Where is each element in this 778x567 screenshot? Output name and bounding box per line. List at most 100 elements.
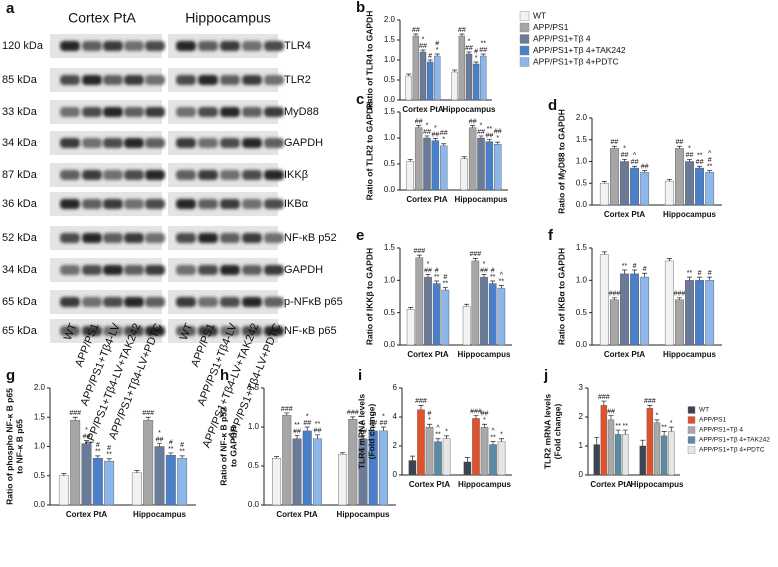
significance-mark: ** xyxy=(622,263,628,270)
bar xyxy=(471,260,480,346)
significance-mark: ### xyxy=(674,291,686,298)
error-bar xyxy=(370,426,376,431)
significance-mark: * xyxy=(442,137,445,144)
error-bar xyxy=(145,416,151,421)
blot-band xyxy=(220,326,240,336)
significance-mark: * xyxy=(483,261,486,268)
blot-band xyxy=(124,170,144,180)
significance-mark: ## xyxy=(314,428,322,435)
y-tick-label: 0 xyxy=(579,470,584,479)
significance-mark: ## xyxy=(641,163,649,170)
y-axis-label: Ratio of MyD88 to GAPDH xyxy=(556,109,566,214)
blot-band xyxy=(82,138,102,148)
error-bar xyxy=(472,257,478,261)
significance-mark: # xyxy=(708,270,712,277)
bar xyxy=(497,287,506,346)
y-axis-label: Ratio of TLR2 to GAPDH xyxy=(364,102,374,201)
significance-mark: ## xyxy=(412,27,420,34)
x-tick-label: Cortex PtA xyxy=(590,480,632,489)
y-tick-label: 0.5 xyxy=(248,461,260,470)
blot-band xyxy=(103,326,123,336)
blot-band xyxy=(220,170,240,180)
region-header: Hippocampus xyxy=(185,10,271,26)
x-tick-label: Hippocampus xyxy=(133,510,186,519)
blot-band xyxy=(176,41,196,51)
blot-band xyxy=(220,233,240,243)
blot-band xyxy=(242,138,262,148)
blot-band xyxy=(60,41,80,51)
x-tick-label: Cortex PtA xyxy=(276,510,318,519)
bar xyxy=(646,408,654,476)
blot-band xyxy=(145,170,165,180)
error-bar xyxy=(427,423,432,428)
bar xyxy=(406,161,414,191)
error-bar xyxy=(294,435,300,439)
significance-mark: # xyxy=(107,445,111,452)
protein-label: GAPDH xyxy=(284,137,323,149)
x-tick-label: Hippocampus xyxy=(663,350,716,359)
significance-mark: ** xyxy=(168,446,174,453)
panel-letter: j xyxy=(543,367,548,384)
bar xyxy=(685,161,694,206)
error-bar xyxy=(340,452,346,455)
blot-band xyxy=(103,170,123,180)
error-bar xyxy=(676,297,682,300)
y-tick-label: 1.5 xyxy=(34,412,46,421)
significance-mark: ** xyxy=(499,278,505,285)
bar xyxy=(620,273,629,346)
significance-mark: ** xyxy=(443,280,449,287)
protein-label: p-NFκB p65 xyxy=(284,296,343,308)
significance-mark: # xyxy=(474,48,478,55)
bar xyxy=(480,55,487,101)
bar xyxy=(630,273,639,346)
y-axis-label: TLR2 mRNA levels xyxy=(542,394,552,470)
significance-mark: ** xyxy=(315,421,321,428)
error-bar xyxy=(427,59,433,62)
significance-mark: ### xyxy=(609,291,621,298)
error-bar xyxy=(84,440,89,444)
bar xyxy=(302,430,312,506)
y-tick-label: 1.5 xyxy=(248,383,260,392)
blot-band xyxy=(82,75,102,85)
error-bar xyxy=(490,441,496,445)
error-bar xyxy=(459,33,465,36)
blot-band xyxy=(60,138,80,148)
error-bar xyxy=(435,438,441,442)
legend-swatch xyxy=(687,436,696,444)
bar xyxy=(620,161,629,206)
blot-band xyxy=(60,233,80,243)
error-bar xyxy=(480,53,486,56)
bar xyxy=(463,461,472,476)
significance-mark: # xyxy=(491,267,495,274)
significance-mark: ## xyxy=(611,139,619,146)
bar xyxy=(415,257,424,346)
significance-mark: # xyxy=(698,270,702,277)
error-bar xyxy=(408,307,414,310)
bar xyxy=(593,444,600,476)
error-bar xyxy=(697,276,703,281)
protein-label: NF-κB p65 xyxy=(284,325,337,337)
blot-band xyxy=(103,233,123,243)
bar xyxy=(425,426,434,476)
bar xyxy=(685,280,694,346)
bar xyxy=(423,137,431,191)
bar xyxy=(480,276,488,346)
x-tick-label: Hippocampus xyxy=(458,350,511,359)
x-tick-label: Hippocampus xyxy=(337,510,390,519)
y-tick-label: 1.5 xyxy=(384,35,396,44)
legend-label: APP/PS1+Tβ 4 xyxy=(533,33,591,43)
y-tick-label: 0.5 xyxy=(384,308,396,317)
blot-band xyxy=(103,107,123,117)
panel-letter: c xyxy=(356,91,364,108)
y-axis-label: Ratio of IKKβ to GAPDH xyxy=(364,248,374,345)
y-tick-label: 2 xyxy=(579,412,584,421)
y-tick-label: 2.0 xyxy=(384,15,396,24)
bar xyxy=(497,441,506,476)
significance-mark: ### xyxy=(69,410,81,417)
y-tick-label: 0.0 xyxy=(34,500,46,509)
significance-mark: ### xyxy=(415,398,427,405)
significance-mark: * xyxy=(623,146,626,153)
significance-mark: * xyxy=(496,135,499,142)
blot-band xyxy=(176,326,196,336)
error-bar xyxy=(668,426,674,432)
